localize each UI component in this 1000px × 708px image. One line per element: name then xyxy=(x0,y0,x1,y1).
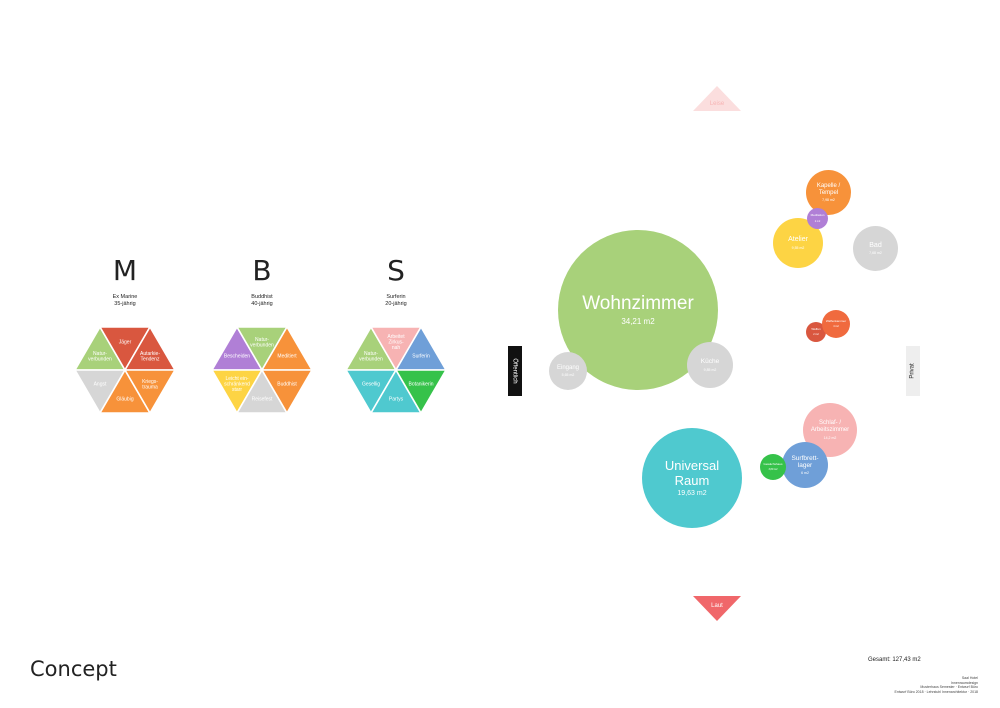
loud-marker: Laut xyxy=(693,596,741,621)
room-name: Waffenkammer xyxy=(825,318,847,323)
loud-label: Laut xyxy=(711,603,723,609)
trait-triangle xyxy=(261,369,312,413)
trait-label: Natur-verbunden xyxy=(359,351,383,362)
trait-label: Angst xyxy=(94,382,107,388)
total-area: Gesamt: 127,43 m2 xyxy=(868,657,921,663)
persona-hexagon-s: Natur-verbunden Arbeitet Zirkus-nah Surferi… xyxy=(346,327,446,413)
quiet-marker: Leise xyxy=(693,86,741,111)
room-name: Kapelle / Tempel xyxy=(816,182,841,196)
trait-label: Surferin xyxy=(412,354,430,360)
room-kapelle-tempel: Kapelle / Tempel 7,98 m2 xyxy=(806,170,851,215)
room-area: 2 m2 xyxy=(814,219,821,223)
room-area: 7,98 m2 xyxy=(822,198,835,203)
room-waffenkammer: Waffenkammer 4 m2 xyxy=(822,310,850,338)
room-name: Surfbrett- lager xyxy=(791,454,819,469)
room-name: Wohnzimmer xyxy=(582,293,694,315)
trait-label: Gläubig xyxy=(116,397,133,403)
room-eingang: Eingang 5,65 m2 xyxy=(549,352,587,390)
room-area: 14,2 m2 xyxy=(823,435,837,440)
room-area: 9,55 m2 xyxy=(791,245,805,250)
room-name: Meditation xyxy=(810,213,825,218)
trait-triangle xyxy=(395,369,446,413)
private-label: Privat xyxy=(910,363,916,379)
persona-description: Ex Marine 35-jährig xyxy=(112,294,138,307)
room-area: 9,85 m2 xyxy=(703,367,717,372)
room-area: 19,63 m2 xyxy=(677,489,707,497)
persona-letter: B xyxy=(252,254,272,287)
room-area: 6 m2 xyxy=(801,471,809,476)
room-area: 5,65 m2 xyxy=(561,373,575,378)
persona-hexagon-m: Natur-verbunden Jäger Autarkie-Tendenz Angs… xyxy=(75,327,175,413)
room-area: 7,68 m2 xyxy=(869,251,882,256)
trait-label: Kriegs-trauma xyxy=(142,379,158,390)
room-name: Schlaf- / Arbeitszimmer xyxy=(810,420,850,433)
persona-letter: S xyxy=(387,254,405,287)
trait-label: Natur-verbunden xyxy=(88,351,112,362)
room-kueche: Küche 9,85 m2 xyxy=(687,342,733,388)
trait-label: Botanikerin xyxy=(408,382,433,388)
trait-label: Partys xyxy=(389,397,404,403)
public-label: Öffentlich xyxy=(512,358,518,384)
room-name: Gewächshaus xyxy=(763,461,783,466)
persona-description: Buddhist 40-jährig xyxy=(251,294,273,307)
trait-label: Meditiert xyxy=(277,354,297,360)
trait-label: Gesellig xyxy=(362,382,380,388)
trait-label: Buddhist xyxy=(277,382,297,388)
room-name: Universal Raum xyxy=(664,458,720,488)
trait-label: Jäger xyxy=(119,340,132,346)
room-name: Eingang xyxy=(556,364,580,371)
page-title: Concept xyxy=(30,657,117,681)
public-marker: Öffentlich xyxy=(508,346,522,396)
room-name: Bad xyxy=(869,241,882,249)
room-waffen: Waffen 2 m2 xyxy=(806,322,826,342)
trait-label: Arbeitet Zirkus-nah xyxy=(387,334,405,351)
trait-label: Natur-verbunden xyxy=(250,337,274,348)
persona-description: Surferin 20-jährig xyxy=(385,294,407,307)
private-marker: Privat xyxy=(906,346,920,396)
room-gewaechshaus: Gewächshaus 3,89 m2 xyxy=(760,454,786,480)
trait-label: Autarkie-Tendenz xyxy=(140,351,160,362)
title-block: Saal Hotel Innenraumdesign Musterhaus Se… xyxy=(894,676,978,694)
quiet-label: Leise xyxy=(710,101,725,107)
trait-label: Bescheiden xyxy=(224,354,250,360)
room-name: Waffen xyxy=(811,326,821,331)
room-schlaf-arbeitszimmer: Schlaf- / Arbeitszimmer 14,2 m2 xyxy=(803,403,857,457)
room-bad: Bad 7,68 m2 xyxy=(853,226,898,271)
persona-letter: M xyxy=(112,254,138,287)
trait-label: Reisefest xyxy=(252,397,273,403)
room-area: 4 m2 xyxy=(833,325,839,329)
room-area: 2 m2 xyxy=(813,333,819,337)
room-universal-raum: Universal Raum 19,63 m2 xyxy=(642,428,742,528)
room-area: 3,89 m2 xyxy=(768,468,778,472)
room-area: 34,21 m2 xyxy=(621,316,655,326)
room-name: Küche xyxy=(700,358,720,366)
trait-label: Leicht ein-schränkend starr xyxy=(224,376,250,393)
room-meditation: Meditation 2 m2 xyxy=(807,208,828,229)
room-name: Atelier xyxy=(788,236,808,244)
trait-triangle xyxy=(124,369,175,413)
room-surfbrettlager: Surfbrett- lager 6 m2 xyxy=(782,442,828,488)
